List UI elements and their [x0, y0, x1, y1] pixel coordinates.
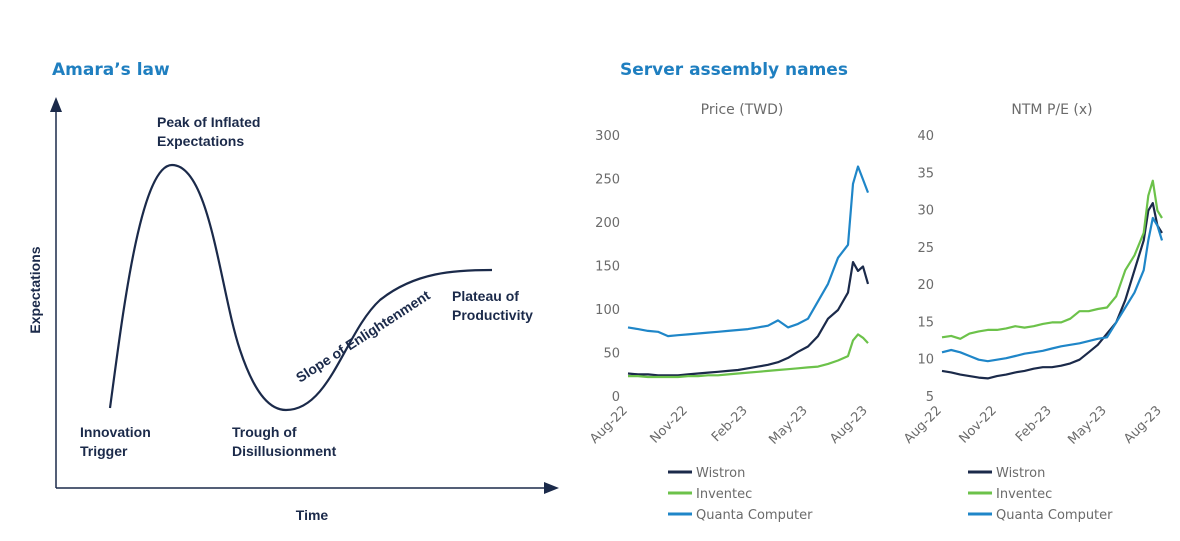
pe-y-tick-label: 15 [917, 315, 934, 330]
price-series-line-wistron [627, 261, 870, 377]
pe-chart-title: NTM P/E (x) [1011, 102, 1092, 118]
price-series-line-quanta-computer [627, 165, 870, 338]
price-legend-label: Inventec [696, 487, 752, 502]
amaras-law-title: Amara’s law [52, 60, 170, 80]
pe-series-line-inventec [941, 179, 1163, 340]
pe-series-line-wistron [941, 202, 1163, 380]
phase-trough: Trough of Disillusionment [232, 424, 337, 459]
price-y-tick-label: 200 [595, 216, 620, 231]
pe-legend-label: Inventec [996, 487, 1052, 502]
price-chart-title: Price (TWD) [701, 102, 784, 118]
phase-peak: Peak of Inflated Expectations [157, 114, 264, 149]
pe-series-line-quanta-computer [941, 216, 1164, 363]
y-axis-label: Expectations [27, 246, 43, 333]
pe-y-tick-label: 5 [926, 390, 934, 405]
phase-innovation-trigger: Innovation Trigger [80, 424, 155, 459]
price-y-tick-label: 250 [595, 173, 620, 188]
pe-legend-label: Quanta Computer [996, 508, 1113, 523]
hype-curve [108, 163, 493, 412]
price-series-line-inventec [628, 333, 869, 379]
x-axis-label: Time [296, 507, 329, 523]
pe-x-tick-label: May-23 [1065, 403, 1109, 447]
price-legend-label: Wistron [696, 466, 745, 481]
hype-cycle-diagram: Expectations Time Innovation Trigger Pea… [27, 97, 559, 523]
price-y-tick-label: 50 [603, 347, 620, 362]
pe-y-tick-label: 20 [917, 278, 934, 293]
pe-x-tick-label: Aug-23 [1121, 403, 1165, 447]
server-assembly-title: Server assembly names [620, 60, 848, 80]
pe-y-tick-label: 35 [917, 166, 934, 181]
price-y-tick-label: 300 [595, 129, 620, 144]
price-y-tick-label: 0 [612, 390, 620, 405]
pe-x-tick-label: Aug-22 [901, 403, 945, 447]
price-y-tick-label: 100 [595, 303, 620, 318]
pe-x-tick-label: Feb-23 [1013, 403, 1055, 445]
pe-legend-label: Wistron [996, 466, 1045, 481]
pe-y-tick-label: 25 [917, 241, 934, 256]
pe-y-tick-label: 30 [917, 204, 934, 219]
price-legend-label: Quanta Computer [696, 508, 813, 523]
phase-plateau: Plateau of Productivity [452, 288, 533, 323]
price-y-tick-label: 150 [595, 260, 620, 275]
pe-y-tick-label: 40 [917, 129, 934, 144]
pe-y-tick-label: 10 [917, 353, 934, 368]
pe-x-tick-label: Nov-22 [957, 403, 1000, 446]
